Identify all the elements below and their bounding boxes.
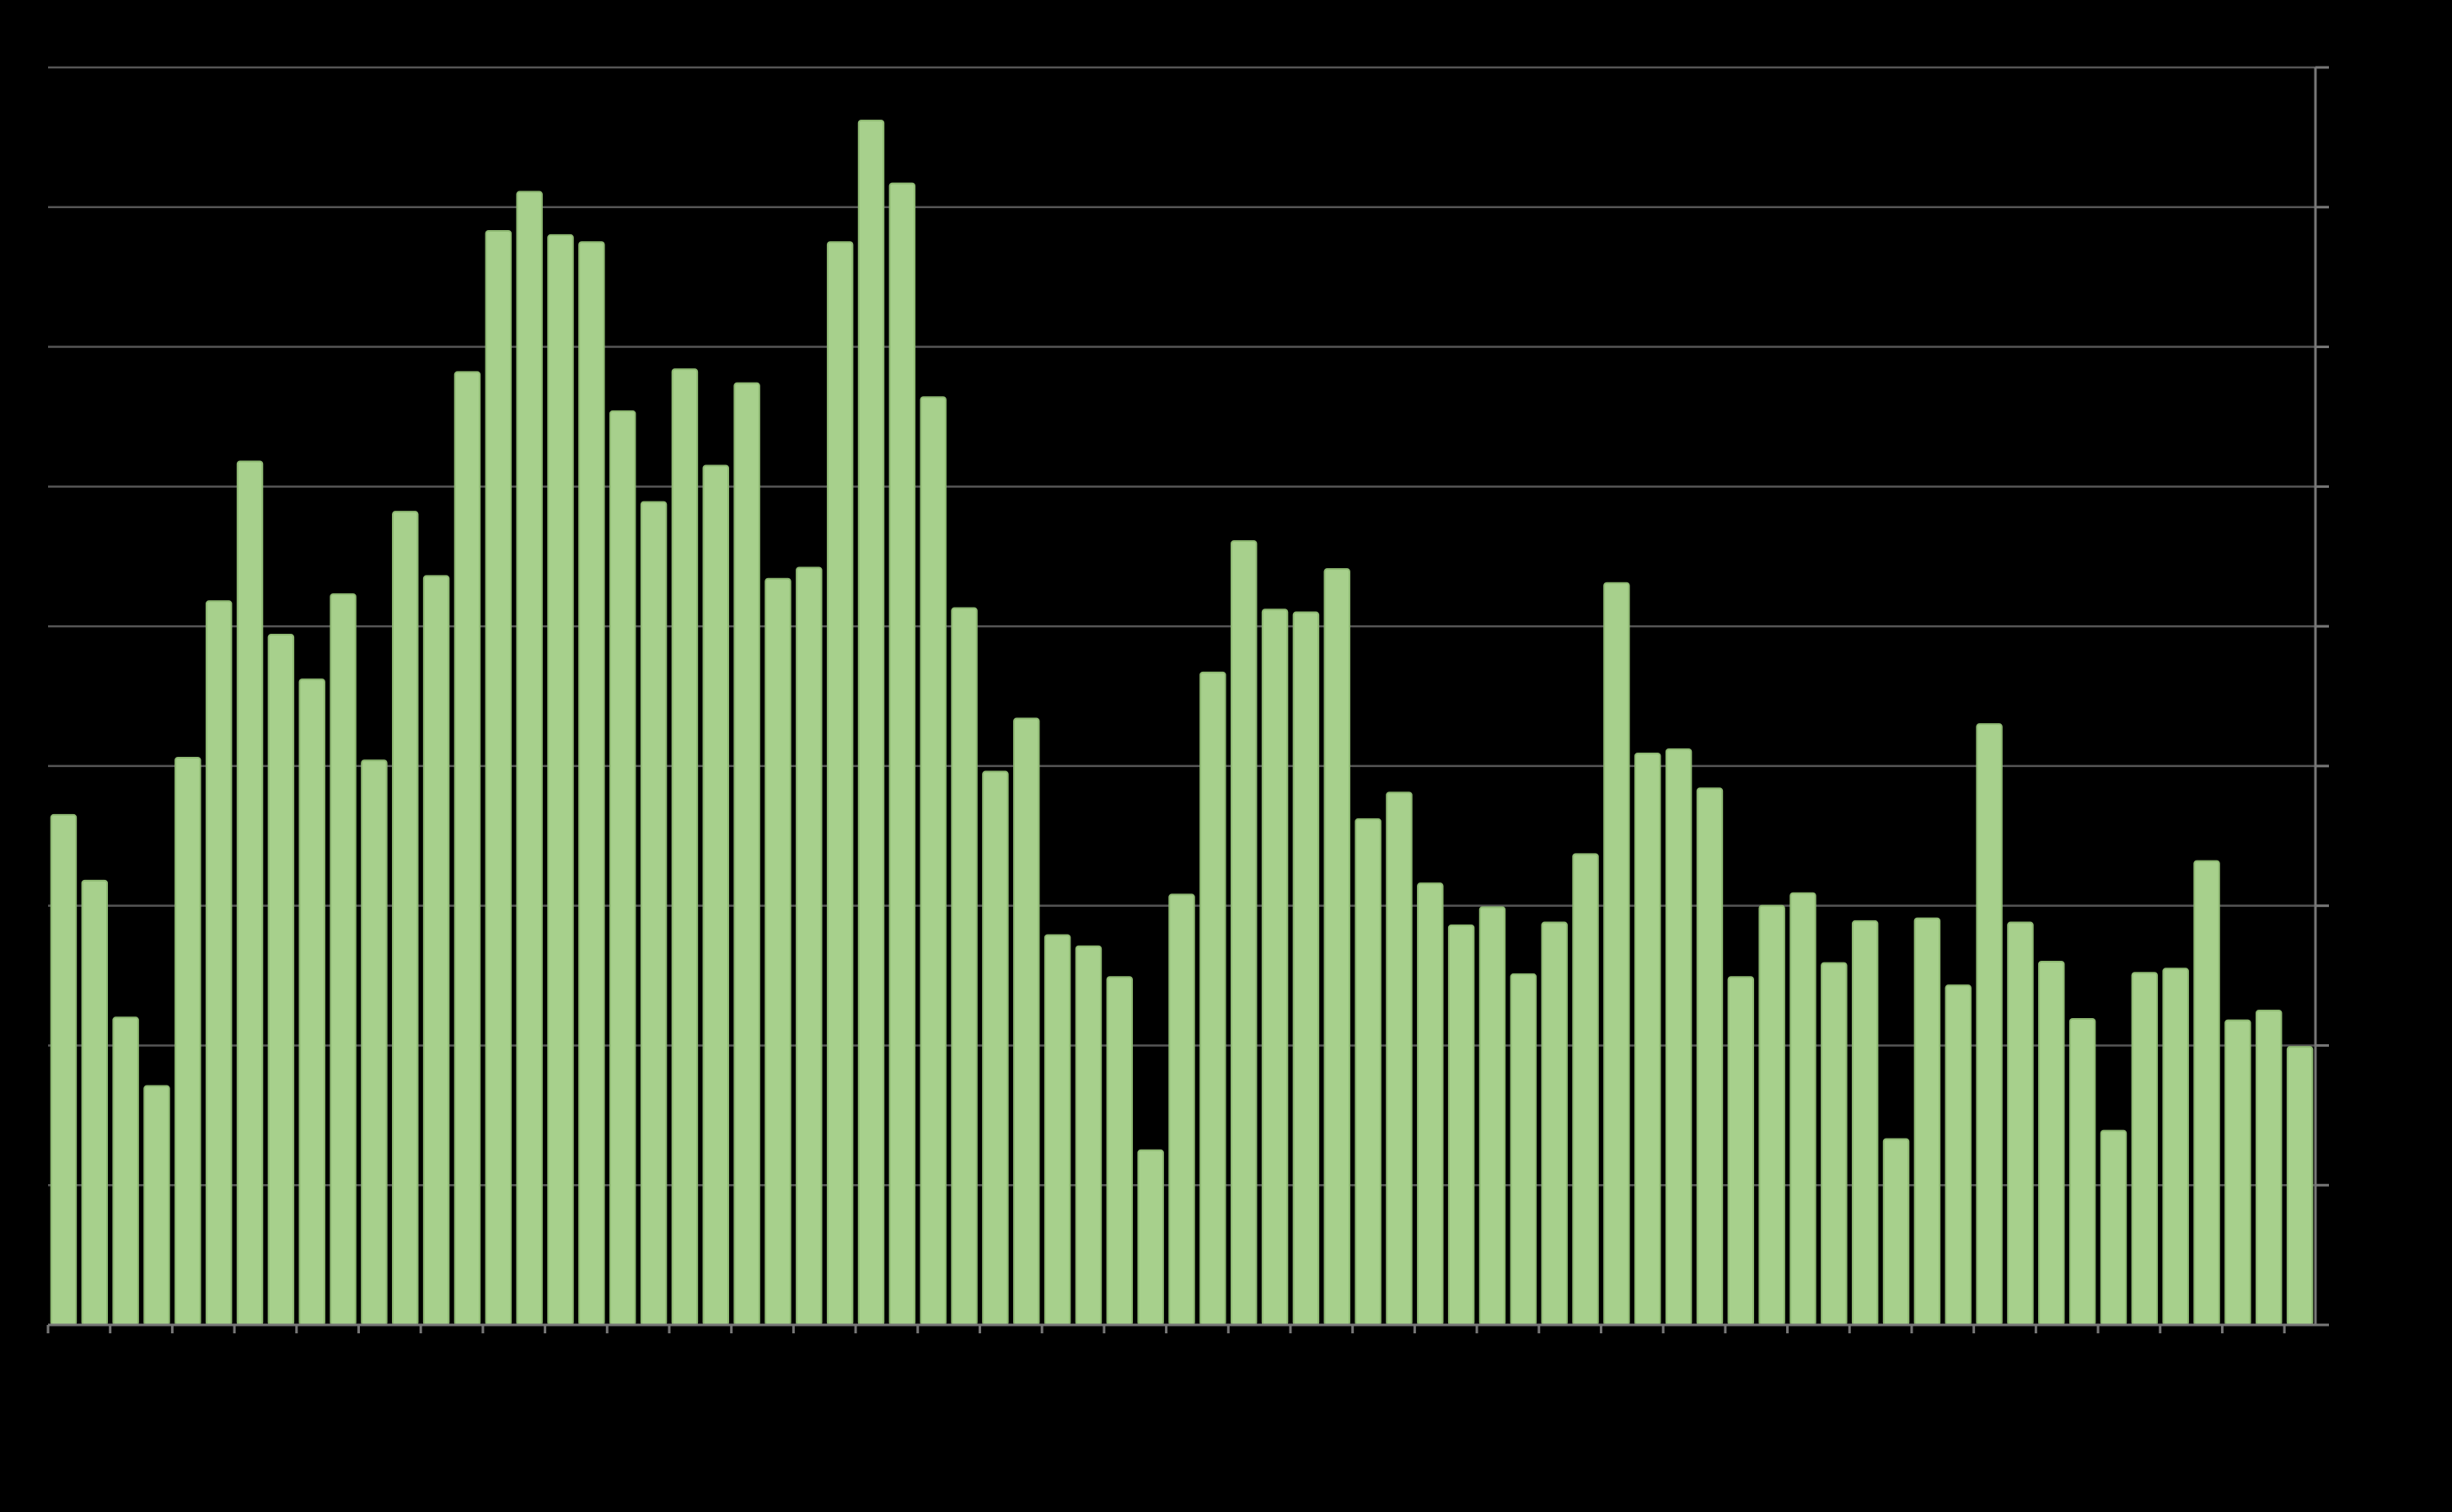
bar-7 — [267, 634, 295, 1326]
bar-38 — [1230, 539, 1258, 1326]
bar-45 — [1447, 924, 1475, 1327]
bar-26 — [857, 119, 885, 1326]
bar-11 — [392, 511, 419, 1326]
bar-53 — [1696, 787, 1724, 1326]
bar-48 — [1541, 921, 1568, 1327]
bar-67 — [2131, 972, 2159, 1326]
bar-59 — [1882, 1138, 1910, 1326]
bar-65 — [2068, 1017, 2096, 1326]
bar-8 — [298, 678, 325, 1326]
bar-63 — [2007, 921, 2034, 1327]
bar-20 — [671, 368, 699, 1327]
bar-62 — [1976, 723, 2003, 1326]
bar-50 — [1603, 582, 1630, 1326]
bar-19 — [640, 501, 668, 1326]
bar-14 — [485, 229, 512, 1327]
bar-68 — [2162, 968, 2189, 1327]
bar-70 — [2224, 1019, 2251, 1327]
bar-66 — [2100, 1129, 2127, 1326]
bar-27 — [888, 182, 916, 1326]
axes — [46, 66, 2329, 1333]
bar-31 — [1013, 717, 1040, 1326]
bar-1 — [81, 879, 109, 1326]
bar-40 — [1292, 611, 1320, 1326]
bar-52 — [1665, 748, 1693, 1326]
bar-28 — [920, 396, 947, 1326]
bar-69 — [2193, 860, 2220, 1326]
bar-54 — [1727, 976, 1755, 1327]
bar-3 — [143, 1085, 170, 1327]
bar-21 — [702, 464, 730, 1326]
bar-12 — [422, 575, 450, 1326]
bar-33 — [1075, 945, 1103, 1326]
bar-13 — [453, 371, 481, 1327]
bar-57 — [1821, 962, 1848, 1326]
bar-32 — [1044, 934, 1071, 1326]
bar-5 — [205, 600, 233, 1326]
bar-55 — [1758, 904, 1785, 1326]
bar-29 — [951, 607, 978, 1326]
bar-46 — [1478, 906, 1506, 1327]
bar-44 — [1417, 882, 1444, 1326]
bar-56 — [1789, 892, 1816, 1327]
bar-18 — [609, 410, 636, 1326]
bar-36 — [1168, 893, 1195, 1326]
bar-49 — [1572, 853, 1599, 1326]
bar-4 — [174, 756, 201, 1326]
bar-72 — [2286, 1046, 2314, 1326]
bar-30 — [982, 770, 1009, 1326]
bar-39 — [1261, 609, 1289, 1326]
bar-41 — [1323, 568, 1350, 1326]
bar-17 — [578, 241, 605, 1327]
bar-9 — [330, 592, 357, 1326]
bar-6 — [236, 460, 264, 1327]
bar-60 — [1913, 917, 1941, 1326]
bar-16 — [547, 233, 574, 1326]
bar-22 — [733, 382, 760, 1326]
bar-51 — [1634, 752, 1661, 1326]
bar-58 — [1851, 920, 1879, 1326]
bar-34 — [1106, 976, 1134, 1327]
bar-23 — [765, 577, 791, 1326]
bar-24 — [796, 566, 823, 1326]
bar-15 — [516, 190, 543, 1326]
bar-43 — [1386, 791, 1413, 1326]
bar-10 — [361, 759, 388, 1326]
bar-25 — [826, 241, 854, 1327]
bar-47 — [1510, 973, 1537, 1327]
bar-71 — [2255, 1010, 2283, 1326]
bar-61 — [1945, 984, 1972, 1327]
bar-35 — [1137, 1149, 1164, 1327]
bar-2 — [112, 1016, 139, 1327]
bar-0 — [50, 813, 78, 1326]
bar-42 — [1355, 818, 1382, 1326]
bar-64 — [2038, 960, 2065, 1326]
bar-37 — [1199, 671, 1226, 1326]
